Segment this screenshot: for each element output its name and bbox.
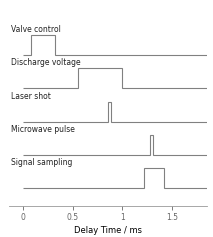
Text: Discharge voltage: Discharge voltage — [10, 59, 80, 68]
Text: Microwave pulse: Microwave pulse — [10, 125, 74, 134]
X-axis label: Delay Time / ms: Delay Time / ms — [73, 226, 142, 235]
Text: Signal sampling: Signal sampling — [10, 158, 72, 167]
Text: Laser shot: Laser shot — [10, 92, 50, 101]
Text: Valve control: Valve control — [10, 25, 60, 34]
